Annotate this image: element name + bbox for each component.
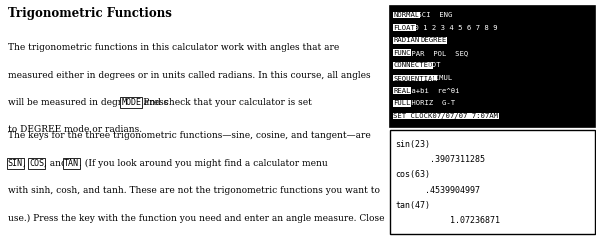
Text: ,: ,: [23, 159, 29, 168]
Text: use.) Press the key with the function you need and enter an angle measure. Close: use.) Press the key with the function yo…: [8, 214, 384, 223]
Text: SIN: SIN: [8, 159, 23, 168]
Text: .4539904997: .4539904997: [395, 186, 480, 195]
Text: Trigonometric Functions: Trigonometric Functions: [8, 7, 172, 20]
Text: , and: , and: [44, 159, 70, 168]
Text: .3907311285: .3907311285: [395, 155, 485, 164]
Text: HORIZ  G-T: HORIZ G-T: [407, 100, 455, 106]
Text: 1.07236871: 1.07236871: [395, 217, 500, 225]
Text: NORMAL: NORMAL: [393, 12, 420, 18]
Text: RADIAN: RADIAN: [393, 37, 420, 43]
Text: DEGREE: DEGREE: [420, 37, 446, 43]
Text: DOT: DOT: [423, 62, 440, 68]
Text: FULL: FULL: [393, 100, 411, 106]
Text: a+bi  re^θi: a+bi re^θi: [407, 88, 460, 94]
Text: tan(47): tan(47): [395, 201, 430, 210]
Text: The keys for the three trigonometric functions—sine, cosine, and tangent—are: The keys for the three trigonometric fun…: [8, 131, 371, 141]
Text: to DEGREE mode or radians.: to DEGREE mode or radians.: [8, 125, 142, 135]
Text: SCI  ENG: SCI ENG: [413, 12, 453, 18]
Text: 0 1 2 3 4 5 6 7 8 9: 0 1 2 3 4 5 6 7 8 9: [410, 25, 498, 31]
Text: will be measured in degrees. Press: will be measured in degrees. Press: [8, 98, 171, 107]
Text: SEQUENTIAL: SEQUENTIAL: [393, 75, 437, 81]
Text: SET CLOCK07/07/07 7:07AM: SET CLOCK07/07/07 7:07AM: [393, 113, 498, 119]
Text: and check that your calculator is set: and check that your calculator is set: [141, 98, 312, 107]
FancyBboxPatch shape: [390, 6, 595, 127]
Text: sin(23): sin(23): [395, 140, 430, 149]
Text: MODE: MODE: [122, 98, 141, 107]
Text: CONNECTED: CONNECTED: [393, 62, 433, 68]
Text: PAR  POL  SEQ: PAR POL SEQ: [407, 50, 468, 56]
Text: The trigonometric functions in this calculator work with angles that are: The trigonometric functions in this calc…: [8, 43, 339, 52]
Text: REAL: REAL: [393, 88, 411, 94]
Text: TAN: TAN: [64, 159, 79, 168]
Text: SIMUL: SIMUL: [426, 75, 452, 81]
Text: COS: COS: [29, 159, 44, 168]
Text: . (If you look around you might find a calculator menu: . (If you look around you might find a c…: [79, 159, 328, 168]
Text: with sinh, cosh, and tanh. These are not the trigonometric functions you want to: with sinh, cosh, and tanh. These are not…: [8, 186, 380, 196]
Text: FUNC: FUNC: [393, 50, 411, 56]
FancyBboxPatch shape: [390, 130, 595, 234]
Text: cos(63): cos(63): [395, 170, 430, 179]
Text: measured either in degrees or in units called radians. In this course, all angle: measured either in degrees or in units c…: [8, 71, 370, 80]
Text: FLOAT: FLOAT: [393, 25, 415, 31]
